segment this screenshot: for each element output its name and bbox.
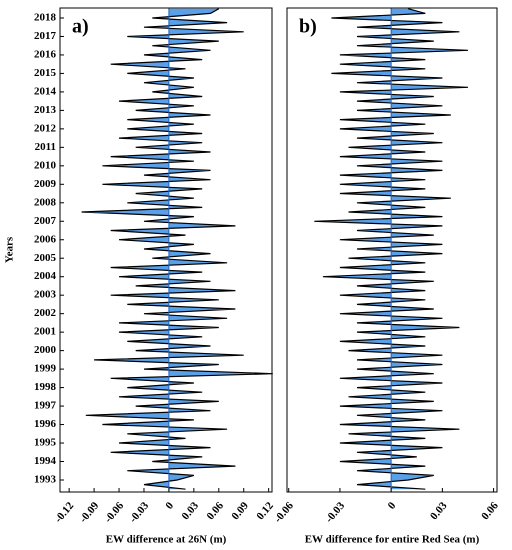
x-tick-label: 0.09 (229, 499, 251, 522)
area-line (314, 8, 469, 490)
x-tick-label: 0.06 (204, 499, 226, 522)
y-tick-label: 1998 (34, 381, 57, 393)
panel-label: a) (72, 16, 89, 38)
x-tick-label: 0 (163, 499, 176, 511)
y-tick-label: 2013 (34, 104, 57, 116)
plot-frame (59, 7, 273, 493)
y-tick-label: 2015 (34, 67, 57, 79)
time-axis-label: Years (4, 236, 16, 263)
x-tick-label: 0.03 (180, 499, 202, 522)
x-tick-label: -0.09 (77, 499, 101, 525)
x-tick-label: -0.03 (323, 499, 347, 525)
y-tick-label: 1995 (34, 437, 57, 449)
y-tick-label: 2000 (34, 344, 57, 356)
y-tick-label: 2009 (34, 178, 57, 190)
y-tick-label: 2005 (34, 252, 57, 264)
y-tick-label: 2011 (35, 141, 56, 153)
y-tick-label: 1994 (34, 455, 57, 467)
y-tick-label: 2006 (34, 233, 57, 245)
area-fill (314, 8, 468, 490)
x-tick-label: 0 (386, 499, 399, 511)
y-tick-label: 1997 (34, 400, 57, 412)
x-tick-label: -0.06 (272, 499, 296, 525)
x-tick-label: 0.03 (428, 499, 450, 522)
y-tick-label: 2004 (34, 270, 57, 282)
y-tick-label: 2012 (34, 122, 57, 134)
y-tick-label: 2007 (34, 215, 57, 227)
x-tick-label: -0.06 (102, 499, 126, 525)
x-tick-label: -0.12 (52, 499, 76, 525)
y-tick-label: 2010 (34, 159, 57, 171)
y-tick-label: 2016 (34, 48, 57, 60)
x-tick-label: 0.06 (479, 499, 501, 522)
y-tick-label: 2018 (34, 12, 57, 24)
y-tick-label: 2003 (34, 289, 57, 301)
y-tick-label: 2014 (34, 85, 57, 97)
x-tick-label: -0.03 (127, 499, 151, 525)
y-tick-label: 2002 (34, 307, 57, 319)
y-tick-label: 1993 (34, 474, 57, 486)
plot-frame (286, 7, 498, 493)
area-line (81, 8, 273, 490)
y-tick-label: 1999 (34, 363, 57, 375)
area-fill (81, 8, 273, 490)
y-tick-label: 1996 (34, 418, 57, 430)
y-tick-label: 2001 (34, 326, 56, 338)
y-tick-label: 2017 (34, 30, 57, 42)
value-axis-label: EW difference at 26N (m) (106, 534, 227, 546)
panel-label: b) (299, 16, 317, 38)
y-tick-label: 2008 (34, 196, 57, 208)
value-axis-label: EW difference for entire Red Sea (m) (305, 534, 480, 546)
